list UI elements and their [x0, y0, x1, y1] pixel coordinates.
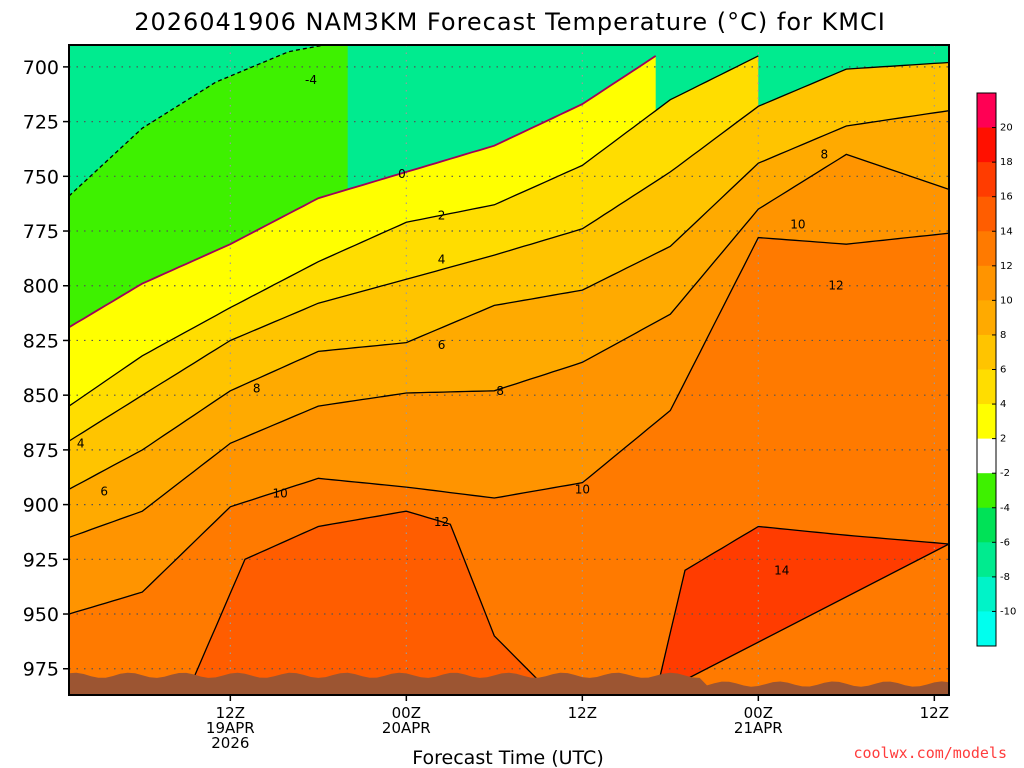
x-tick-label: 12Z	[216, 704, 245, 722]
colorbar-label: 6	[1000, 365, 1006, 376]
contour-label: 10	[790, 217, 805, 231]
contour-labels: -4 0 2 4 6 8 8 8 10 10 10 12 12 14 4 6	[77, 73, 844, 577]
contour-label: 12	[828, 279, 843, 293]
y-tick-label: 950	[23, 604, 59, 626]
colorbar-label: -8	[1000, 572, 1010, 583]
y-tick-label: 750	[23, 166, 59, 188]
terrain-fill	[69, 672, 949, 695]
contour-label: 8	[253, 382, 261, 396]
colorbar-swatch	[977, 369, 996, 405]
colorbar-swatch	[977, 576, 996, 612]
colorbar-swatch	[977, 404, 996, 440]
contour-label: 0	[398, 167, 406, 181]
x-tick-label: 12Z	[568, 704, 597, 722]
isotherm-0	[69, 55, 657, 329]
chart-title: 2026041906 NAM3KM Forecast Temperature (…	[134, 8, 886, 36]
colorbar-label: 4	[1000, 399, 1006, 410]
x-tick-label: 19APR	[206, 719, 255, 737]
colorbar-swatch	[977, 473, 996, 509]
y-axis: 700 725 750 775 800 825 850 875 900 925 950 975	[23, 57, 69, 681]
contour-label: 14	[774, 563, 789, 577]
contour-label: 4	[77, 436, 85, 450]
contours	[69, 45, 949, 695]
contour-label: 10	[273, 487, 288, 501]
colorbar-label: 14	[1000, 226, 1013, 237]
contour-label: 10	[575, 482, 590, 496]
colorbar-swatch	[977, 438, 996, 474]
terrain	[69, 672, 949, 695]
y-tick-label: 850	[23, 385, 59, 407]
y-tick-label: 875	[23, 440, 59, 462]
isotherm-12	[185, 510, 554, 695]
colorbar-swatch	[977, 265, 996, 301]
colorbar-label: 10	[1000, 295, 1013, 306]
fill-band-12	[186, 511, 554, 695]
y-tick-label: 725	[23, 112, 59, 134]
colorbar-label: -4	[1000, 503, 1010, 514]
colorbar-swatch	[977, 611, 996, 647]
y-tick-label: 700	[23, 57, 59, 79]
y-tick-label: 925	[23, 549, 59, 571]
x-axis-title: Forecast Time (UTC)	[412, 747, 603, 768]
colorbar-swatch	[977, 542, 996, 578]
colorbar-label: 2	[1000, 434, 1006, 445]
colorbar-swatch	[977, 196, 996, 232]
colorbar-label: 8	[1000, 330, 1006, 341]
colorbar-swatch	[977, 334, 996, 370]
y-tick-label: 800	[23, 276, 59, 298]
isotherm-6	[69, 110, 949, 490]
colorbar-label: 18	[1000, 157, 1013, 168]
x-tick-label: 00Z	[392, 704, 421, 722]
contour-label: 4	[438, 252, 446, 266]
contour-label: 2	[438, 209, 446, 223]
y-tick-label: 900	[23, 495, 59, 517]
contour-label: 6	[438, 338, 446, 352]
isotherm--4	[69, 45, 328, 197]
contour-label: -4	[305, 73, 317, 87]
y-tick-label: 975	[23, 659, 59, 681]
colorbar-label: -10	[1000, 606, 1016, 617]
colorbar: 20 18 16 14 12 10 8 6 4 2 -2 -4 -6 -8 -10	[976, 92, 1016, 647]
isotherm-8	[69, 153, 949, 539]
contour-label: 6	[100, 484, 108, 498]
colorbar-label: 12	[1000, 261, 1013, 272]
contour-label: 12	[434, 515, 449, 529]
colorbar-label: 20	[1000, 123, 1013, 134]
colorbar-label: -6	[1000, 537, 1010, 548]
isotherm-2	[69, 55, 759, 407]
x-tick-label: 20APR	[382, 719, 431, 737]
x-tick-label: 12Z	[920, 704, 949, 722]
fill-band-14	[655, 526, 949, 695]
colorbar-swatch	[977, 93, 996, 129]
x-tick-label: 21APR	[734, 719, 783, 737]
colorbar-label: -2	[1000, 468, 1010, 479]
colorbar-swatch	[977, 507, 996, 543]
colorbar-swatch	[977, 127, 996, 163]
colorbar-label: 16	[1000, 192, 1013, 203]
contour-label: 8	[496, 384, 504, 398]
credit-text: coolwx.com/models	[853, 744, 1007, 762]
x-tick-label: 2026	[211, 734, 249, 752]
y-tick-label: 775	[23, 221, 59, 243]
y-tick-label: 825	[23, 330, 59, 352]
colorbar-swatch	[977, 231, 996, 267]
colorbar-swatch	[977, 162, 996, 198]
isotherm-4	[69, 61, 949, 442]
contour-label: 8	[821, 147, 829, 161]
isotherm-14	[655, 525, 949, 695]
plot-frame	[68, 44, 950, 696]
colorbar-swatch	[977, 300, 996, 336]
isotherm-10	[69, 232, 949, 615]
x-tick-label: 00Z	[744, 704, 773, 722]
